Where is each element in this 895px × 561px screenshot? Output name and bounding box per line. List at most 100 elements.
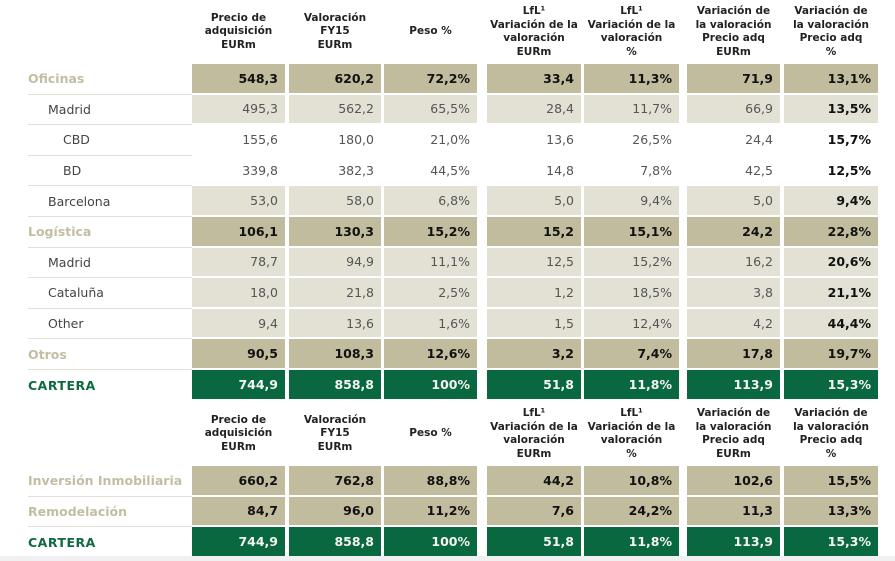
table-cell: 18,0 <box>192 278 285 307</box>
table-cell: 20,6% <box>784 247 878 277</box>
row-label: Madrid <box>28 248 192 279</box>
table-row: Remodelación 84,7 96,0 11,2% 7,6 24,2% 11,3 13,… <box>0 496 895 528</box>
table-cell: 548,3 <box>192 64 285 93</box>
table-cell: 44,4% <box>784 308 878 338</box>
table-cell: 22,8% <box>784 216 878 246</box>
table-row: Madrid 495,3 562,2 65,5% 28,4 11,7% 66,9 13,5% <box>0 94 895 126</box>
column-header: Valoración FY15 EURm <box>303 413 367 453</box>
table-cell: 11,2% <box>384 496 477 526</box>
column-header: Precio de adquisición EURm <box>204 11 273 51</box>
row-label: CBD <box>28 125 192 156</box>
table-body: Oficinas 548,3 620,2 72,2% 33,4 11,3% 71,9 13,1… <box>0 64 895 401</box>
table-row: Otros 90,5 108,3 12,6% 3,2 7,4% 17,8 19,7% <box>0 339 895 370</box>
row-label: Madrid <box>28 95 192 126</box>
table-cell: 113,9 <box>687 369 780 399</box>
column-header: Variación de la valoración Precio adq EU… <box>695 407 772 460</box>
table-row: Cataluña 18,0 21,8 2,5% 1,2 18,5% 3,8 21,1% <box>0 278 895 309</box>
row-label: BD <box>28 156 192 187</box>
table-cell: 94,9 <box>289 247 381 277</box>
table-cell: 11,3 <box>687 496 780 526</box>
table-cell: 620,2 <box>289 64 381 93</box>
column-header: Peso % <box>409 427 452 440</box>
table-cell: 339,8 <box>192 155 285 185</box>
table-cell: 16,2 <box>687 247 780 277</box>
table-cell: 15,2% <box>584 247 679 277</box>
table-cell: 108,3 <box>289 339 381 368</box>
table-cell: 106,1 <box>192 216 285 246</box>
table-row: CARTERA 744,9 858,8 100% 51,8 11,8% 113,9 15,3% <box>0 369 895 401</box>
table-row: Madrid 78,7 94,9 11,1% 12,5 15,2% 16,2 20,6% <box>0 247 895 279</box>
table-cell: 71,9 <box>687 64 780 93</box>
table-cell: 21,8 <box>289 278 381 307</box>
portfolio-table-by-type: Precio de adquisición EURm Valoración FY1… <box>0 402 895 558</box>
table-cell: 660,2 <box>192 466 285 495</box>
table-cell: 44,5% <box>384 155 477 185</box>
table-cell: 1,5 <box>487 308 581 338</box>
table-cell: 24,2 <box>687 216 780 246</box>
table-cell: 15,3% <box>784 369 878 399</box>
column-header: Precio de adquisición EURm <box>204 413 273 453</box>
table-cell: 495,3 <box>192 94 285 124</box>
table-cell: 113,9 <box>687 527 780 556</box>
table-row: Logística 106,1 130,3 15,2% 15,2 15,1% 24,2 22,… <box>0 216 895 248</box>
column-header: Variación de la valoración Precio adq % <box>793 407 869 460</box>
table-cell: 28,4 <box>487 94 581 124</box>
table-row: Other 9,4 13,6 1,6% 1,5 12,4% 4,2 44,4% <box>0 308 895 340</box>
row-label: Inversión Inmobiliaria <box>28 466 192 497</box>
table-cell: 13,3% <box>784 496 878 526</box>
table-cell: 382,3 <box>289 155 381 185</box>
table-cell: 5,0 <box>687 186 780 215</box>
table-cell: 21,1% <box>784 278 878 307</box>
table-cell: 9,4 <box>192 308 285 338</box>
table-cell: 4,2 <box>687 308 780 338</box>
table-cell: 15,7% <box>784 125 878 154</box>
table-cell: 11,8% <box>584 527 679 556</box>
table-cell: 90,5 <box>192 339 285 368</box>
table-cell: 100% <box>384 527 477 556</box>
table-cell: 15,5% <box>784 466 878 495</box>
column-header: LfL¹ Variación de la valoración EURm <box>490 5 578 58</box>
table-cell: 11,8% <box>584 369 679 399</box>
table-cell: 155,6 <box>192 125 285 154</box>
table-cell: 26,5% <box>584 125 679 154</box>
table-cell: 42,5 <box>687 155 780 185</box>
table-cell: 7,8% <box>584 155 679 185</box>
table-header: Precio de adquisición EURm Valoración FY1… <box>0 402 895 466</box>
table-cell: 9,4% <box>584 186 679 215</box>
table-cell: 744,9 <box>192 527 285 556</box>
table-cell: 19,7% <box>784 339 878 368</box>
table-cell: 11,7% <box>584 94 679 124</box>
table-cell: 7,6 <box>487 496 581 526</box>
table-cell: 180,0 <box>289 125 381 154</box>
table-cell: 858,8 <box>289 527 381 556</box>
row-label: Cataluña <box>28 278 192 309</box>
table-cell: 51,8 <box>487 527 581 556</box>
column-header: Peso % <box>409 25 452 38</box>
table-cell: 58,0 <box>289 186 381 215</box>
bottom-strip <box>0 556 895 561</box>
table-cell: 44,2 <box>487 466 581 495</box>
column-header: Variación de la valoración Precio adq % <box>793 5 869 58</box>
table-cell: 13,6 <box>289 308 381 338</box>
table-cell: 1,2 <box>487 278 581 307</box>
table-cell: 21,0% <box>384 125 477 154</box>
table-row: Oficinas 548,3 620,2 72,2% 33,4 11,3% 71,9 13,1… <box>0 64 895 95</box>
row-label: Logística <box>28 217 192 248</box>
table-cell: 96,0 <box>289 496 381 526</box>
table-cell: 78,7 <box>192 247 285 277</box>
row-label: Barcelona <box>28 186 192 217</box>
table-cell: 9,4% <box>784 186 878 215</box>
table-cell: 7,4% <box>584 339 679 368</box>
table-cell: 65,5% <box>384 94 477 124</box>
row-label: Otros <box>28 339 192 370</box>
table-cell: 6,8% <box>384 186 477 215</box>
table-cell: 33,4 <box>487 64 581 93</box>
table-cell: 66,9 <box>687 94 780 124</box>
table-row: CBD 155,6 180,0 21,0% 13,6 26,5% 24,4 15,7% <box>0 125 895 156</box>
table-cell: 762,8 <box>289 466 381 495</box>
column-header: LfL¹ Variación de la valoración % <box>587 5 676 58</box>
table-cell: 15,1% <box>584 216 679 246</box>
table-cell: 14,8 <box>487 155 581 185</box>
table-cell: 18,5% <box>584 278 679 307</box>
table-row: BD 339,8 382,3 44,5% 14,8 7,8% 42,5 12,5% <box>0 155 895 187</box>
